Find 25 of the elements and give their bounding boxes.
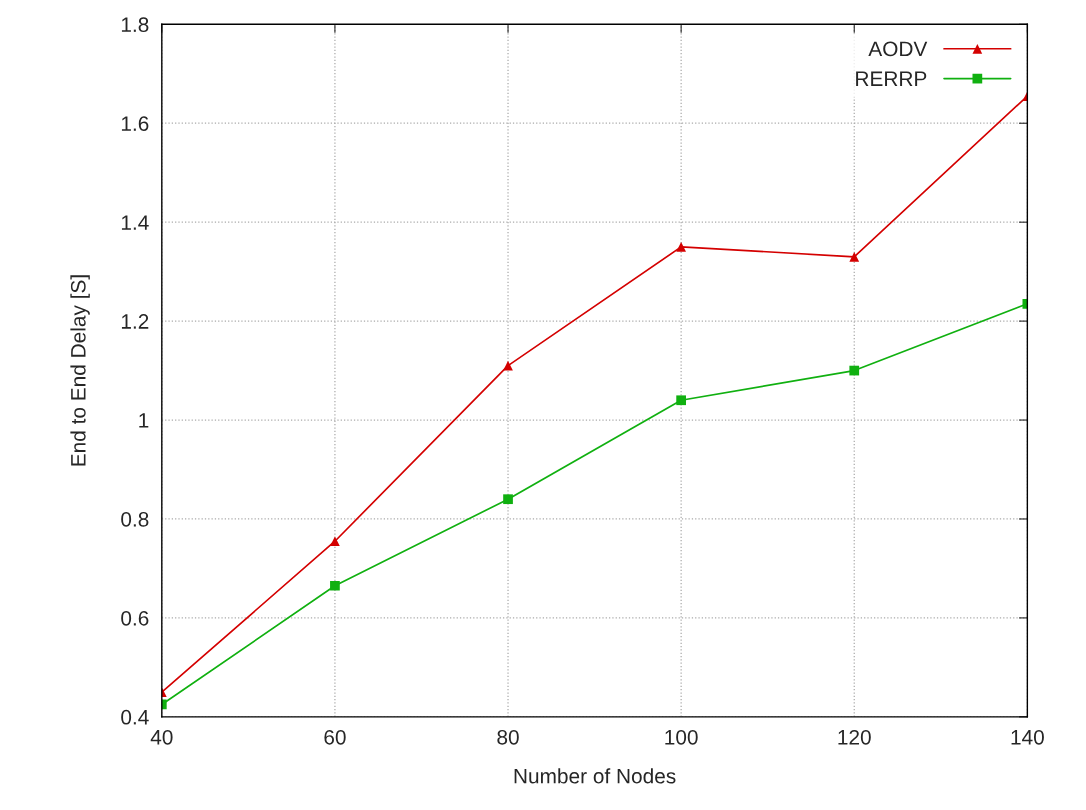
x-tick-label: 140: [1011, 729, 1044, 745]
y-tick-label: 1.2: [121, 314, 149, 329]
point: [849, 365, 860, 376]
x-axis-title: Number of Nodes: [514, 768, 676, 784]
x-tick-label: 60: [324, 729, 346, 745]
point: [676, 242, 686, 252]
y-axis-title: End to End Delay [S]: [70, 275, 90, 466]
x-tick-label: 40: [150, 729, 173, 745]
x-tick-label: 120: [838, 729, 871, 745]
point: [849, 251, 860, 262]
y-tick-label: 1.4: [121, 215, 149, 230]
y-tick-label: 1.8: [121, 17, 149, 33]
y-tick-label: 0.4: [121, 709, 149, 725]
x-tick-label: 80: [497, 729, 519, 745]
point: [676, 395, 686, 406]
y-tick-label: 0.6: [121, 610, 149, 626]
point: [330, 580, 340, 591]
y-tick-label: 0.8: [121, 511, 149, 527]
point: [503, 494, 513, 505]
x-tick-label: 100: [665, 729, 698, 745]
y-tick-label: 1: [139, 413, 149, 428]
y-tick-label: 1.6: [121, 116, 149, 131]
legend-label: RERRP: [856, 71, 927, 86]
legend-label: AODV: [868, 41, 928, 57]
point: [330, 536, 340, 547]
